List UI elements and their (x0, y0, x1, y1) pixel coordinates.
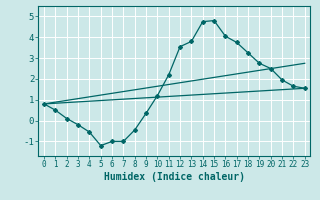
X-axis label: Humidex (Indice chaleur): Humidex (Indice chaleur) (104, 172, 245, 182)
